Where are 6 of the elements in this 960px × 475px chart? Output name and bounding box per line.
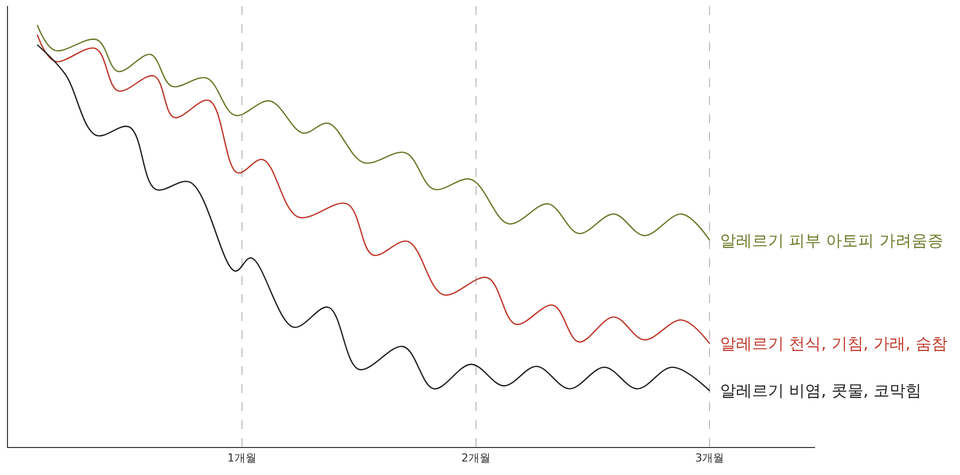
x-tick-label: 3개월 <box>695 451 724 464</box>
x-tick-label: 1개월 <box>227 451 256 464</box>
x-tick-label: 2개월 <box>461 451 490 464</box>
series-label: 알레르기 피부 아토피 가려움증 <box>720 231 944 250</box>
series-label: 알레르기 비염, 콧물, 코막힘 <box>720 381 922 400</box>
series-label: 알레르기 천식, 기침, 가래, 숨참 <box>720 334 948 353</box>
